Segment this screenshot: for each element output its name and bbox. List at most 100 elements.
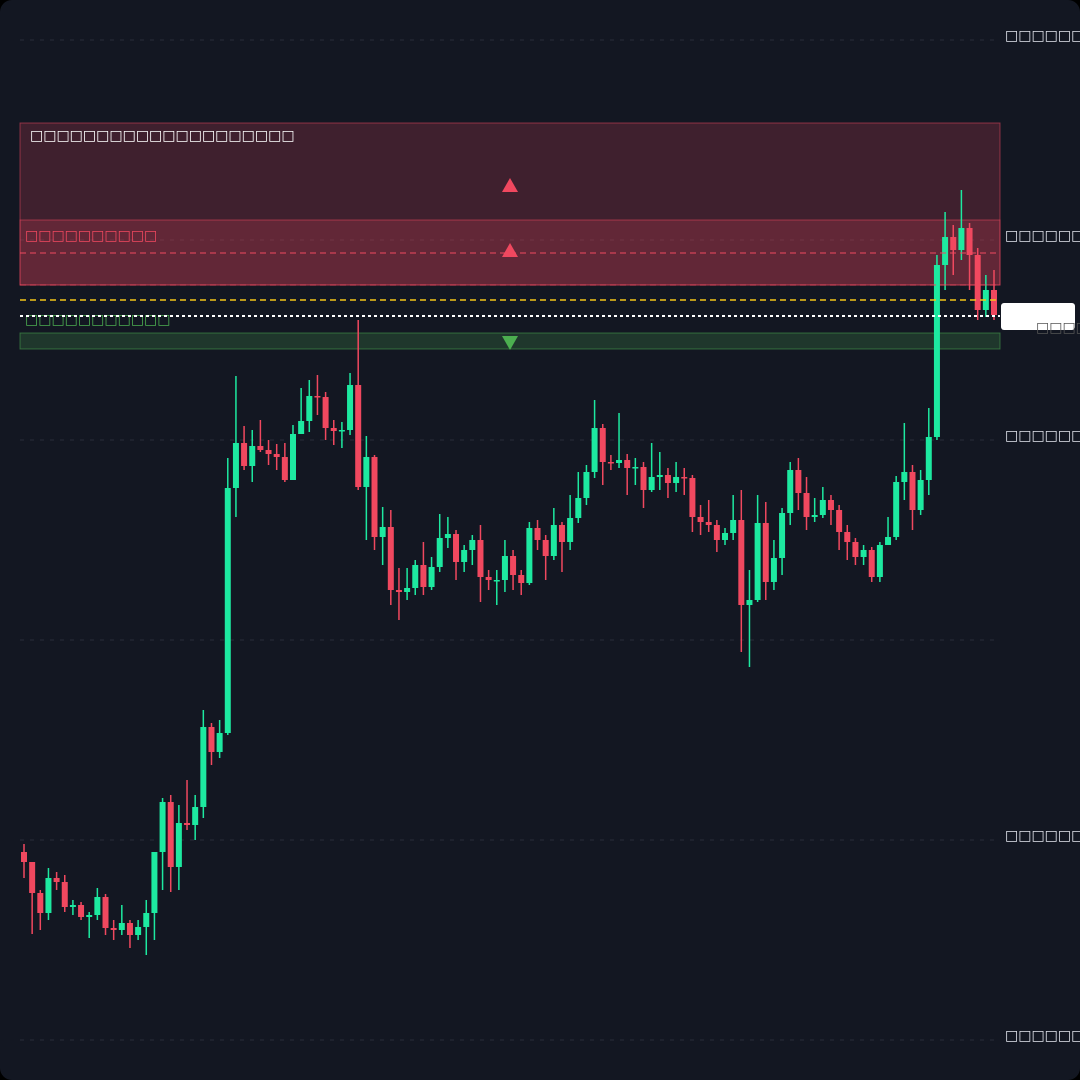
candle-body: [355, 385, 362, 487]
candle-body: [787, 470, 794, 513]
candle-body: [575, 498, 582, 518]
zone-label: □□□□□□□□□□: [25, 228, 157, 244]
candle-body: [69, 905, 76, 907]
candle-body: [493, 580, 500, 582]
candle-body: [697, 517, 704, 522]
candle-body: [722, 533, 729, 540]
candle-body: [371, 457, 378, 537]
candle-body: [265, 450, 272, 454]
candle-body: [412, 565, 419, 588]
y-tick-label: □□□□□□: [1005, 428, 1080, 444]
candle-body: [379, 527, 386, 537]
candle-body: [453, 534, 460, 562]
candle-body: [730, 520, 737, 533]
candle-body: [950, 237, 957, 250]
candle-body: [868, 550, 875, 577]
candle-body: [510, 556, 517, 575]
candle-body: [885, 537, 892, 545]
candle-body: [363, 457, 370, 487]
candle-body: [803, 493, 810, 517]
signal-marker: [502, 178, 518, 192]
candle-body: [958, 228, 965, 250]
candle-body: [754, 523, 761, 600]
zone: [19, 122, 1001, 286]
candle-body: [21, 852, 27, 862]
candle-body: [232, 443, 239, 488]
candle-body: [640, 467, 647, 490]
candle-body: [37, 893, 44, 913]
candle-body: [347, 385, 354, 430]
y-tick-label: □□□□□□: [1005, 1028, 1080, 1044]
signal-marker: [502, 336, 518, 350]
candle-body: [126, 923, 133, 935]
candle-body: [526, 528, 533, 583]
candle-body: [844, 532, 851, 542]
candle-body: [477, 540, 484, 577]
candle-body: [485, 577, 492, 580]
candle-body: [208, 727, 215, 752]
candle-body: [167, 802, 174, 867]
candle-body: [428, 567, 435, 587]
candle-body: [713, 525, 720, 540]
candle-body: [673, 477, 680, 483]
candle-body: [925, 437, 932, 480]
candle-body: [599, 428, 606, 462]
candle-body: [827, 500, 834, 510]
candle-body: [542, 540, 549, 556]
candle-body: [387, 527, 394, 590]
candle-body: [306, 396, 313, 421]
candle-body: [338, 430, 345, 432]
candle-body: [281, 457, 288, 480]
candle-body: [224, 488, 231, 733]
candle-body: [404, 588, 411, 592]
candle-body: [159, 802, 166, 852]
candle-body: [29, 862, 36, 893]
candle-body: [192, 807, 199, 825]
candle-body: [624, 460, 631, 468]
candle-body: [933, 265, 940, 437]
candle-body: [420, 565, 427, 587]
y-tick-label: □□□□□□: [1005, 28, 1080, 44]
candle-body: [942, 237, 949, 265]
candle-body: [746, 600, 753, 605]
candle-body: [102, 897, 109, 928]
candle-body: [330, 428, 337, 431]
candle-body: [175, 823, 182, 867]
candle-body: [61, 882, 68, 907]
candle-body: [298, 421, 305, 434]
candle-body: [876, 545, 883, 577]
candle-body: [249, 446, 256, 466]
candle-body: [461, 550, 468, 562]
candle-body: [518, 575, 525, 583]
candle-body: [591, 428, 598, 472]
candle-body: [257, 446, 264, 450]
candle-body: [607, 462, 614, 464]
candle-body: [648, 477, 655, 490]
candle-body: [770, 558, 777, 582]
candle-body: [550, 525, 557, 556]
candle-body: [836, 510, 843, 532]
candle-body: [901, 472, 908, 482]
y-tick-label: □□□□□□: [1005, 828, 1080, 844]
candle-body: [689, 478, 696, 517]
candle-body: [118, 923, 125, 930]
zone-label: □□□□□□□□□□□: [25, 312, 171, 328]
candle-body: [583, 472, 590, 498]
candle-body: [991, 290, 997, 315]
candle-body: [184, 823, 191, 825]
candle-body: [151, 852, 158, 913]
candle-body: [53, 878, 60, 882]
candle-body: [289, 434, 296, 480]
candle-body: [395, 590, 402, 592]
candle-body: [917, 480, 924, 510]
candle-body: [216, 733, 223, 752]
candle-body: [200, 727, 207, 807]
candle-body: [852, 542, 859, 557]
candle-body: [501, 556, 508, 580]
candle-body: [110, 928, 117, 930]
candle-body: [860, 550, 867, 557]
candle-body: [811, 515, 818, 517]
zone-title: □□□□□□□□□□□□□□□□□□□□: [30, 128, 295, 144]
price-label: □□□□: [1036, 320, 1080, 336]
